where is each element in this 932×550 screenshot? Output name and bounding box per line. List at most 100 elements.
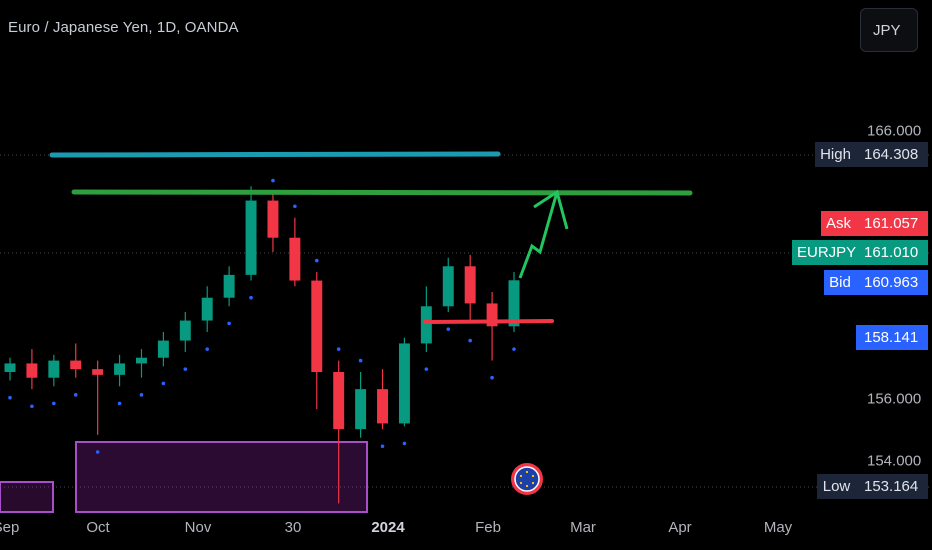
- candle: [377, 369, 388, 430]
- sar-dot: [402, 441, 407, 446]
- sar-dot: [336, 347, 341, 351]
- projection-arrowhead: [533, 189, 569, 230]
- candle: [486, 292, 498, 361]
- candle-body: [355, 389, 367, 430]
- candle-body: [70, 360, 82, 370]
- candle: [289, 217, 301, 287]
- sar-dot: [468, 338, 472, 343]
- sar-dot: [161, 381, 166, 386]
- bid-value: 160.963: [856, 270, 928, 295]
- candle-body: [486, 303, 498, 327]
- candle-body: [245, 200, 257, 275]
- candle: [48, 354, 60, 387]
- sar-dot: [293, 204, 297, 209]
- parabolic-sar: [8, 178, 516, 454]
- chart-title: Euro / Japanese Yen, 1D, OANDA: [8, 19, 239, 36]
- candle-body: [179, 320, 191, 341]
- sar-dot: [205, 347, 210, 351]
- y-tick-154: 154.000: [867, 452, 922, 470]
- candle-body: [4, 363, 16, 372]
- resistance-line: [71, 189, 693, 196]
- sar-dot: [227, 321, 231, 326]
- x-tick-may: May: [763, 519, 793, 536]
- candle-body: [48, 360, 60, 378]
- low-value: 153.164: [856, 474, 928, 499]
- candle: [179, 312, 191, 352]
- candle-body: [508, 280, 520, 327]
- candle: [311, 272, 323, 410]
- x-tick-30: 30: [284, 519, 302, 536]
- sar-dot: [271, 178, 275, 183]
- ask-label: Ask: [821, 211, 856, 236]
- sar-dot: [314, 258, 319, 263]
- candle: [70, 343, 82, 378]
- low-label: Low: [817, 474, 856, 499]
- x-tick-apr: Apr: [668, 519, 692, 536]
- candle: [464, 254, 476, 324]
- x-tick-mar: Mar: [570, 519, 596, 536]
- x-tick-sep: Sep: [0, 519, 20, 536]
- resistance-line-top: [49, 151, 501, 158]
- candle: [26, 349, 38, 390]
- x-tick-oct: Oct: [86, 519, 110, 536]
- sar-dot: [446, 327, 451, 331]
- x-tick-nov: Nov: [184, 519, 212, 536]
- high-value: 164.308: [856, 142, 928, 167]
- candle-body: [157, 340, 169, 358]
- demand-zone-left: [0, 481, 54, 513]
- candle: [114, 354, 126, 387]
- currency-button[interactable]: JPY: [860, 8, 918, 52]
- drawing-tools: [49, 151, 693, 324]
- y-tick-156: 156.000: [867, 390, 922, 408]
- y-tick-166: 166.000: [867, 122, 922, 140]
- candle: [201, 286, 213, 332]
- candle-body: [201, 297, 213, 321]
- candle: [136, 349, 147, 378]
- sar-dot: [139, 393, 144, 397]
- bid-label: Bid: [824, 270, 856, 295]
- candlestick-series: [4, 186, 520, 504]
- candle-body: [289, 237, 301, 281]
- sar-dot: [8, 395, 12, 400]
- sar-dot: [490, 375, 494, 380]
- candle: [420, 286, 432, 352]
- ask-value: 161.057: [856, 211, 928, 236]
- candle-body: [223, 274, 235, 298]
- candle-body: [420, 306, 432, 344]
- grid-lines: [0, 154, 932, 488]
- candle: [355, 372, 367, 438]
- demand-zone: [75, 441, 368, 513]
- candle-body: [333, 372, 345, 430]
- candle: [245, 186, 257, 281]
- sar-dot: [183, 367, 188, 371]
- candle: [92, 360, 104, 435]
- sar-dot: [512, 347, 516, 351]
- candle: [4, 357, 16, 381]
- support-line: [423, 319, 554, 324]
- sar-dot: [117, 401, 122, 406]
- eu-flag-event-icon[interactable]: [511, 463, 543, 495]
- sar-dot: [73, 393, 78, 397]
- candle-body: [311, 280, 323, 372]
- candle-body: [377, 389, 388, 424]
- sar-dot: [380, 444, 385, 449]
- candle: [223, 266, 235, 307]
- candle-body: [267, 200, 279, 238]
- candle-body: [114, 363, 126, 375]
- sar-dot: [249, 295, 253, 300]
- candle-body: [442, 266, 454, 307]
- candle: [267, 192, 279, 252]
- candle-body: [398, 343, 410, 424]
- candle: [442, 257, 454, 312]
- sar-dot: [30, 404, 34, 409]
- symbol-label: EURJPY: [792, 240, 856, 265]
- candle-body: [92, 369, 104, 375]
- sar-dot: [424, 367, 429, 371]
- sar-dot: [358, 358, 363, 363]
- sar-dot: [52, 401, 56, 406]
- candle-body: [136, 357, 147, 364]
- candle-body: [26, 363, 38, 378]
- candle: [398, 337, 410, 427]
- candle: [333, 360, 345, 504]
